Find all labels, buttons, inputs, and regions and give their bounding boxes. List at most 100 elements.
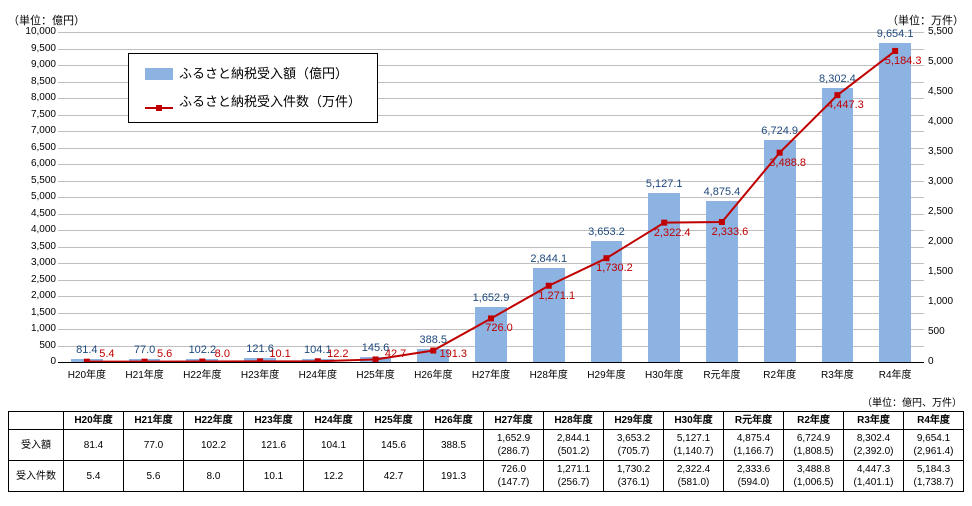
y-left-tick: 8,500: [8, 77, 58, 87]
y-left-tick: 3,500: [8, 242, 58, 252]
y-left-tick: 0: [8, 357, 58, 367]
table-col-header: H21年度: [124, 412, 184, 430]
line-value-label: 726.0: [485, 322, 513, 334]
table-cell: 2,322.4(581.0): [664, 461, 724, 492]
table-cell: 3,488.8(1,006.5): [784, 461, 844, 492]
y-right-tick: 2,000: [926, 237, 966, 247]
x-label: H23年度: [231, 366, 289, 386]
table-cell: 10.1: [244, 461, 304, 492]
line-value-label: 5.4: [99, 348, 114, 360]
y-left-tick: 4,000: [8, 225, 58, 235]
y-right-tick: 3,500: [926, 147, 966, 157]
data-table: H20年度H21年度H22年度H23年度H24年度H25年度H26年度H27年度…: [8, 411, 964, 492]
line-value-label: 5,184.3: [885, 55, 922, 67]
table-cell: 104.1: [304, 430, 364, 461]
table-cell: 4,875.4(1,166.7): [724, 430, 784, 461]
line-value-label: 191.3: [440, 348, 468, 360]
y-left-tick: 8,000: [8, 93, 58, 103]
table-col-header: H29年度: [604, 412, 664, 430]
x-label: H20年度: [58, 366, 116, 386]
table-col-header: R2年度: [784, 412, 844, 430]
table-cell: 5,127.1(1,140.7): [664, 430, 724, 461]
y-right-tick: 1,000: [926, 297, 966, 307]
line-value-label: 2,333.6: [712, 226, 749, 238]
y-left-tick: 6,000: [8, 159, 58, 169]
table-cell: 8.0: [184, 461, 244, 492]
line-value-label: 4,447.3: [827, 99, 864, 111]
chart-container: （単位：億円） （単位：万件） 05001,0001,5002,0002,500…: [8, 8, 964, 388]
legend: ふるさと納税受入額（億円） ふるさと納税受入件数（万件）: [128, 53, 378, 123]
y-axis-right: 05001,0001,5002,0002,5003,0003,5004,0004…: [926, 32, 964, 362]
table-cell: 4,447.3(1,401.1): [844, 461, 904, 492]
table-cell: 388.5: [424, 430, 484, 461]
table-cell: 77.0: [124, 430, 184, 461]
line-value-label: 10.1: [269, 348, 290, 360]
y-left-tick: 2,000: [8, 291, 58, 301]
y-right-tick: 5,500: [926, 27, 966, 37]
table-cell: 8,302.4(2,392.0): [844, 430, 904, 461]
table-cell: 1,730.2(376.1): [604, 461, 664, 492]
table-cell: 726.0(147.7): [484, 461, 544, 492]
y-left-tick: 3,000: [8, 258, 58, 268]
line-value-label: 2,322.4: [654, 227, 691, 239]
line-value-label: 3,488.8: [769, 157, 806, 169]
y-right-tick: 0: [926, 357, 966, 367]
x-label: H24年度: [289, 366, 347, 386]
x-label: R元年度: [693, 366, 751, 386]
table-cell: 81.4: [64, 430, 124, 461]
table-col-header: R3年度: [844, 412, 904, 430]
table-col-header: H27年度: [484, 412, 544, 430]
table-row-header: 受入額: [9, 430, 64, 461]
table-col-header: H25年度: [364, 412, 424, 430]
table-unit-label: （単位：億円、万件）: [8, 394, 962, 409]
table-cell: 12.2: [304, 461, 364, 492]
x-label: H30年度: [635, 366, 693, 386]
table-cell: 102.2: [184, 430, 244, 461]
table-col-header: H24年度: [304, 412, 364, 430]
legend-bar-text: ふるさと納税受入額（億円）: [179, 60, 348, 88]
table-col-header: R4年度: [904, 412, 964, 430]
table-cell: 5.6: [124, 461, 184, 492]
y-left-tick: 5,000: [8, 192, 58, 202]
table-col-header: H30年度: [664, 412, 724, 430]
y-left-tick: 1,500: [8, 308, 58, 318]
table-col-header: H20年度: [64, 412, 124, 430]
line-value-label: 8.0: [215, 348, 230, 360]
x-label: H21年度: [116, 366, 174, 386]
line-value-label: 12.2: [327, 348, 348, 360]
table-col-header: H23年度: [244, 412, 304, 430]
y-left-tick: 5,500: [8, 176, 58, 186]
y-right-tick: 4,000: [926, 117, 966, 127]
table-cell: 5,184.3(1,738.7): [904, 461, 964, 492]
table-cell: 42.7: [364, 461, 424, 492]
y-right-tick: 5,000: [926, 57, 966, 67]
table-col-header: H26年度: [424, 412, 484, 430]
x-label: H29年度: [578, 366, 636, 386]
y-right-tick: 3,000: [926, 177, 966, 187]
table-cell: 191.3: [424, 461, 484, 492]
x-label: H25年度: [347, 366, 405, 386]
y-left-tick: 7,500: [8, 110, 58, 120]
legend-bar-swatch: [145, 68, 173, 80]
table-col-header: H22年度: [184, 412, 244, 430]
y-right-tick: 500: [926, 327, 966, 337]
table-cell: 9,654.1(2,961.4): [904, 430, 964, 461]
x-label: H28年度: [520, 366, 578, 386]
y-right-tick: 2,500: [926, 207, 966, 217]
y-left-tick: 1,000: [8, 324, 58, 334]
table-cell: 6,724.9(1,808.5): [784, 430, 844, 461]
table-cell: 3,653.2(705.7): [604, 430, 664, 461]
y-left-tick: 4,500: [8, 209, 58, 219]
table-cell: 2,844.1(501.2): [544, 430, 604, 461]
table-cell: 121.6: [244, 430, 304, 461]
table-col-header: H28年度: [544, 412, 604, 430]
legend-line-swatch: [145, 96, 173, 108]
table-col-header: R元年度: [724, 412, 784, 430]
line-value-label: 1,271.1: [538, 290, 575, 302]
legend-line-text: ふるさと納税受入件数（万件）: [179, 88, 361, 116]
y-left-tick: 2,500: [8, 275, 58, 285]
line-value-label: 42.7: [385, 348, 406, 360]
table-cell: 145.6: [364, 430, 424, 461]
x-label: H27年度: [462, 366, 520, 386]
table-cell: 5.4: [64, 461, 124, 492]
